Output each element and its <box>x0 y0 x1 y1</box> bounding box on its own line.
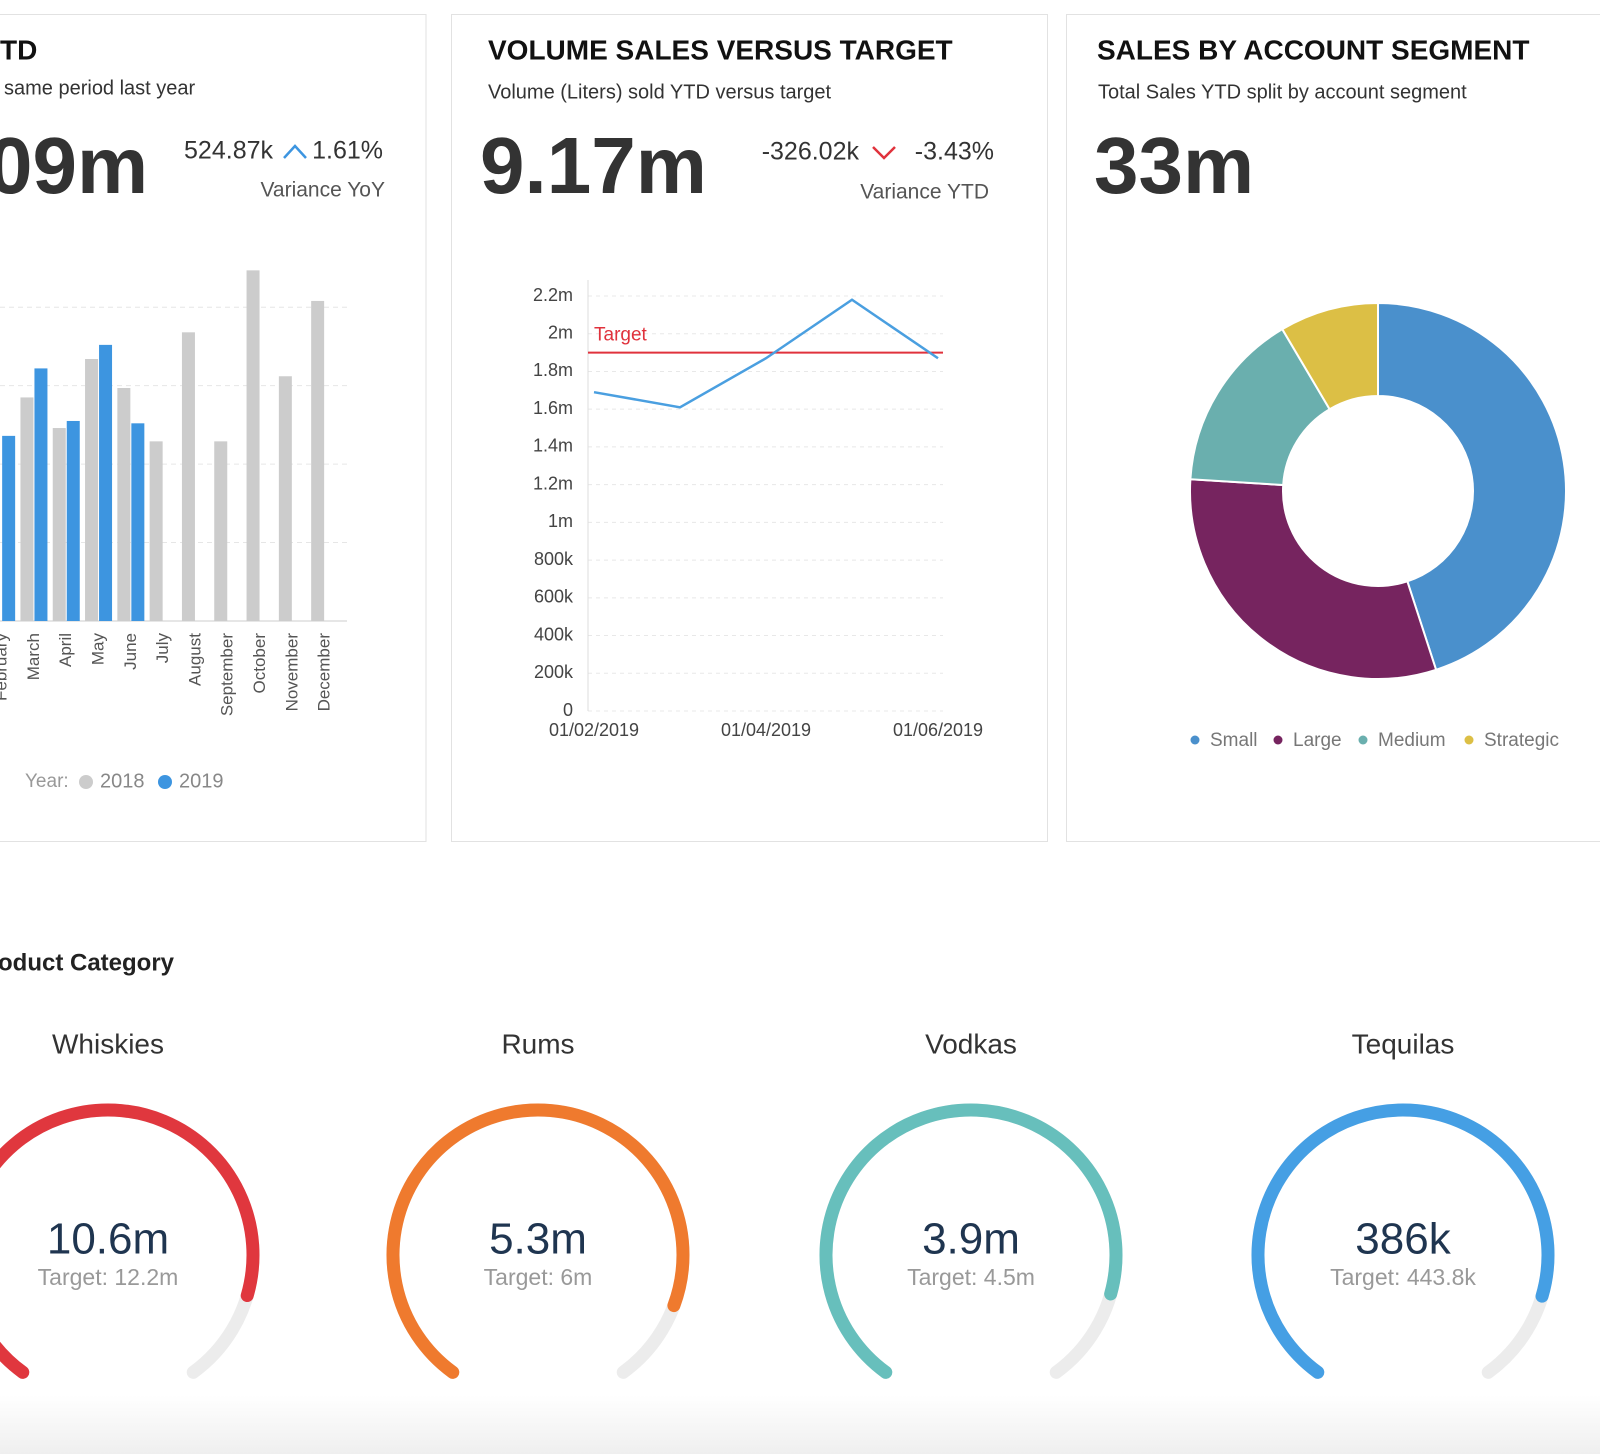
legend-label: Strategic <box>1484 730 1559 751</box>
gauge-target: Target: 12.2m <box>38 1264 179 1290</box>
bar <box>34 368 48 621</box>
legend-dot <box>1464 735 1474 745</box>
y-tick-label: 600k <box>534 587 574 607</box>
legend-dot <box>1358 735 1368 745</box>
bar <box>214 441 228 621</box>
x-tick-label: August <box>185 633 204 686</box>
card-title: SALES BY ACCOUNT SEGMENT <box>1097 34 1529 65</box>
legend-label: 2019 <box>179 770 224 792</box>
x-tick-label: October <box>250 633 269 694</box>
x-tick-label: April <box>56 633 75 667</box>
bar <box>149 441 163 621</box>
legend-label: Medium <box>1378 730 1446 751</box>
y-tick-label: 0 <box>563 700 573 720</box>
bar <box>99 344 113 621</box>
gauge-target: Target: 4.5m <box>907 1264 1035 1290</box>
variance-pct: -3.43% <box>915 138 994 166</box>
x-tick-label: June <box>121 633 140 670</box>
variance-pct: 1.61% <box>312 137 383 165</box>
y-tick-label: 1m <box>548 511 573 531</box>
y-tick-label: 2m <box>548 322 573 342</box>
section-title: oduct Category <box>0 949 175 976</box>
gauge-title: Whiskies <box>52 1028 164 1059</box>
bar <box>85 358 99 621</box>
x-tick-label: December <box>315 633 334 712</box>
card <box>451 14 1048 842</box>
variance-label: Variance YoY <box>260 179 385 202</box>
x-tick-label: 01/04/2019 <box>721 720 811 740</box>
variance-label: Variance YTD <box>860 181 989 204</box>
gauge-value: 386k <box>1355 1215 1451 1264</box>
bar <box>2 435 16 621</box>
legend-label: 2018 <box>100 770 145 792</box>
variance: 524.87k <box>184 137 273 165</box>
y-tick-label: 1.4m <box>533 436 573 456</box>
bar <box>117 388 131 621</box>
pie-slice <box>1189 327 1332 487</box>
gauge-arc <box>819 1103 1123 1379</box>
kpi-value: 33m <box>1094 121 1254 210</box>
y-tick-label: 1.6m <box>533 398 573 418</box>
gauge-target: Target: 6m <box>484 1264 593 1290</box>
card-title: TD <box>0 34 37 65</box>
pie-slice <box>1189 478 1438 680</box>
kpi-value: 09m <box>0 121 148 210</box>
gauge-arc <box>386 1103 690 1379</box>
up-arrow <box>283 144 307 159</box>
kpi-value: 9.17m <box>480 121 707 210</box>
gauge-title: Vodkas <box>925 1028 1017 1059</box>
gauge-title: Tequilas <box>1352 1028 1455 1059</box>
card-subtitle: Total Sales YTD split by account segment <box>1098 81 1467 103</box>
variance: -326.02k <box>762 138 860 166</box>
x-tick-label: February <box>0 633 11 702</box>
bar <box>131 423 145 621</box>
y-tick-label: 800k <box>534 549 574 569</box>
legend-label: Large <box>1293 730 1342 751</box>
legend-label: Small <box>1210 730 1258 751</box>
target-label: Target <box>594 325 648 346</box>
x-tick-label: March <box>24 633 43 680</box>
footer-shade <box>0 1395 1600 1454</box>
x-tick-label: September <box>218 633 237 716</box>
bar <box>246 270 260 621</box>
gauge-arc <box>0 1103 260 1379</box>
legend-dot <box>79 775 93 789</box>
bar <box>311 300 325 621</box>
gauge-arc <box>1251 1103 1555 1379</box>
y-tick-label: 400k <box>534 624 574 644</box>
gauge-value: 5.3m <box>489 1215 587 1264</box>
line <box>593 298 939 409</box>
legend-dot <box>158 775 172 789</box>
bar <box>66 420 80 621</box>
bar <box>20 397 34 621</box>
x-tick-label: 01/02/2019 <box>549 720 639 740</box>
y-tick-label: 1.2m <box>533 473 573 493</box>
y-tick-label: 1.8m <box>533 360 573 380</box>
x-tick-label: 01/06/2019 <box>893 720 983 740</box>
card-subtitle: Volume (Liters) sold YTD versus target <box>488 81 832 103</box>
gauge-title: Rums <box>501 1028 574 1059</box>
bar <box>278 376 292 621</box>
bar <box>181 332 195 621</box>
x-tick-label: July <box>153 633 172 664</box>
down-arrow <box>872 146 896 160</box>
legend-title: Year: <box>25 771 69 792</box>
gauge-target: Target: 443.8k <box>1330 1264 1476 1290</box>
pie-slice <box>1280 301 1379 411</box>
y-tick-label: 200k <box>534 662 574 682</box>
legend-dot <box>1273 735 1283 745</box>
pie-slice <box>1377 301 1568 672</box>
bar <box>52 428 66 621</box>
legend-dot <box>1190 735 1200 745</box>
card-subtitle: same period last year <box>4 77 196 99</box>
y-tick-label: 2.2m <box>533 285 573 305</box>
card-title: VOLUME SALES VERSUS TARGET <box>488 34 953 65</box>
gauge-value: 3.9m <box>922 1215 1020 1264</box>
gauge-value: 10.6m <box>47 1215 169 1264</box>
x-tick-label: November <box>282 633 301 712</box>
x-tick-label: May <box>89 633 108 666</box>
